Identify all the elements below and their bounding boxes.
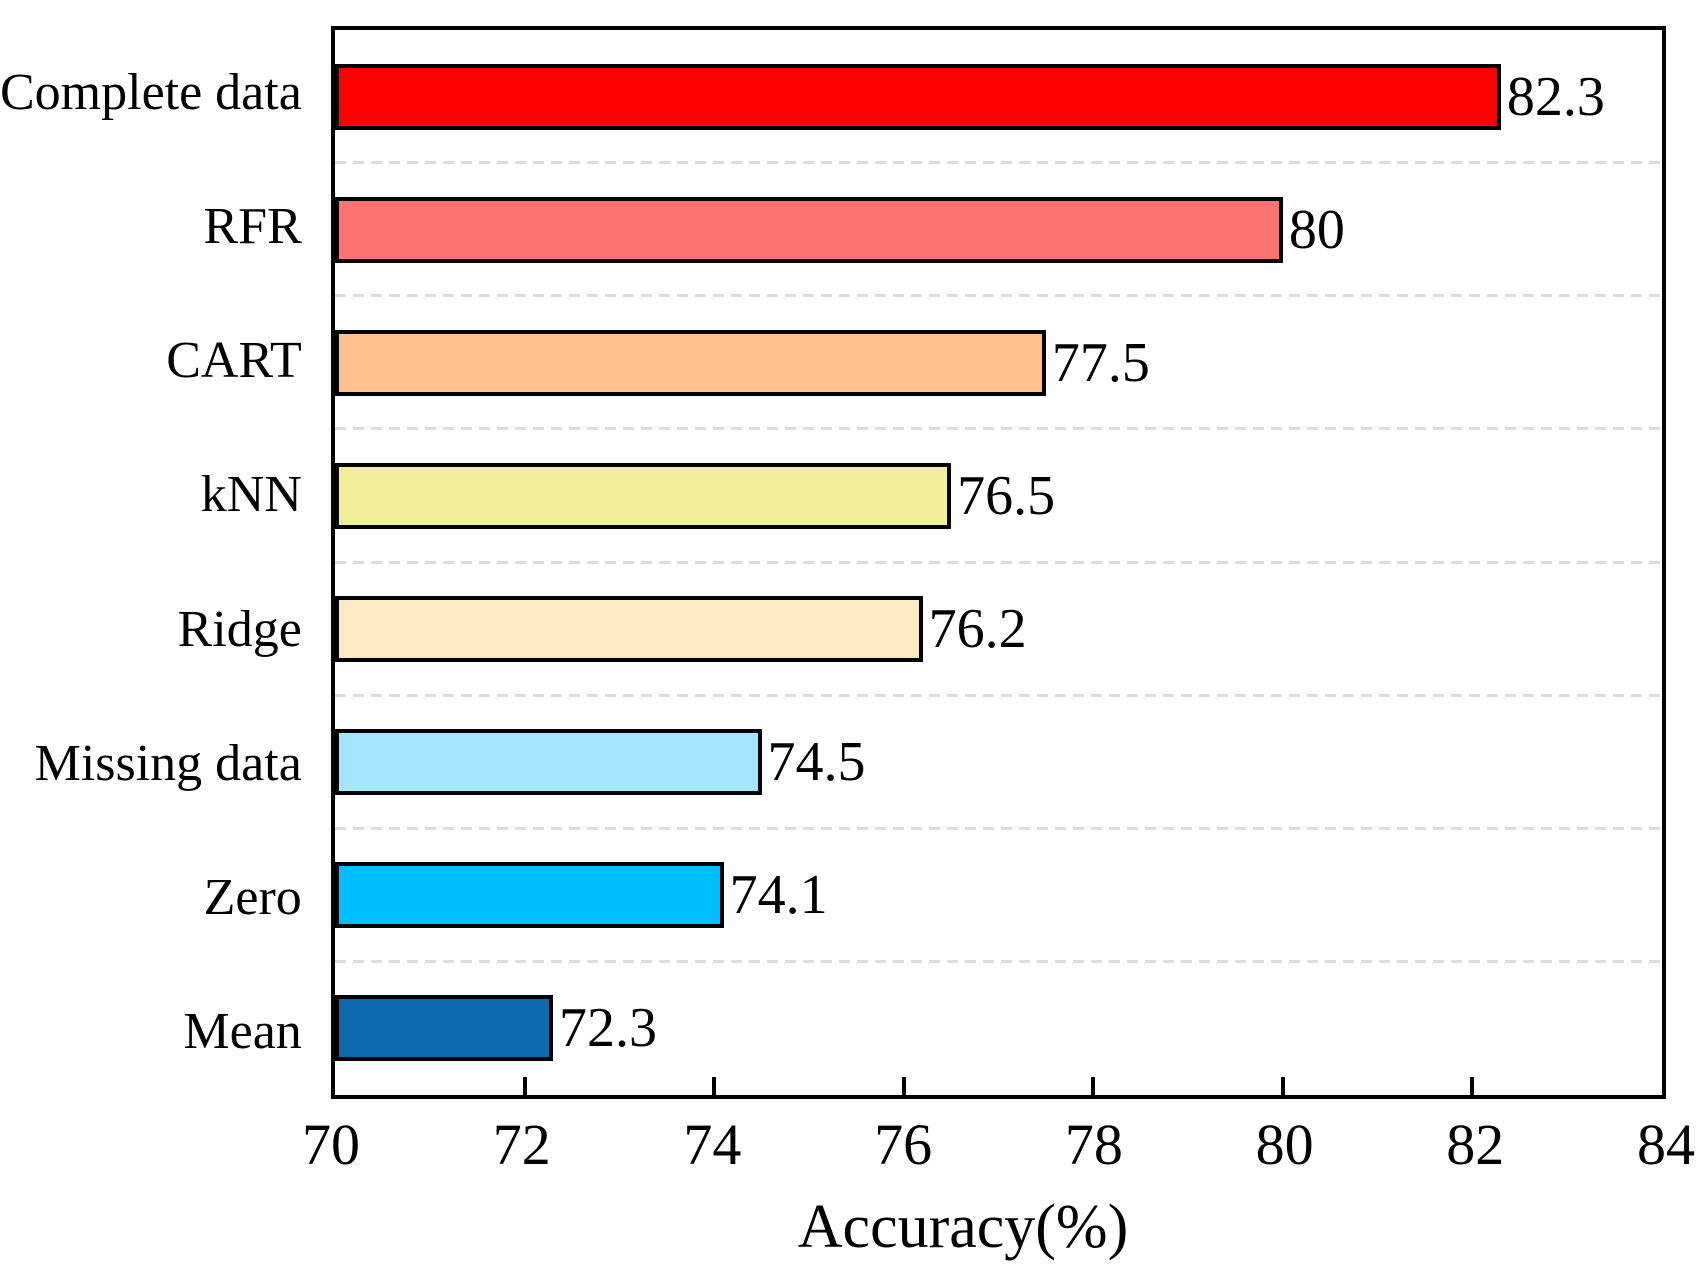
bar-row: 77.5 [335, 294, 1662, 429]
x-axis-title: Accuracy(%) [797, 1193, 1129, 1261]
bar [335, 596, 923, 663]
x-axis-tick-label: 70 [302, 1112, 360, 1177]
x-axis-tick-label: 74 [683, 1112, 742, 1177]
bar-row: 74.1 [335, 826, 1662, 962]
bar [335, 862, 724, 929]
category-label: Missing data [34, 734, 302, 792]
x-axis-tick [1280, 1077, 1285, 1095]
bar [335, 462, 952, 529]
x-axis-tick-label: 76 [874, 1112, 933, 1177]
bar-value-label: 77.5 [1051, 331, 1150, 394]
category-label: Mean [183, 1002, 302, 1060]
bar-value-label: 76.5 [957, 464, 1056, 527]
x-axis-tick [901, 1077, 906, 1095]
bar-row: 76.2 [335, 560, 1662, 696]
bar-rows: 82.3 80 77.5 76.5 76.2 74.5 74.1 72.3 [335, 30, 1662, 1095]
bar-row: 74.5 [335, 693, 1662, 829]
category-label: Zero [203, 868, 302, 926]
x-axis-tick-label: 80 [1255, 1112, 1314, 1177]
x-axis-tick [1091, 1077, 1096, 1095]
bar-row: 72.3 [335, 959, 1662, 1095]
x-axis-tick-label: 84 [1637, 1112, 1695, 1177]
x-axis-tick [522, 1077, 527, 1095]
bar-value-label: 80 [1288, 198, 1345, 261]
bar-row: 82.3 [335, 30, 1662, 163]
category-label: Complete data [0, 64, 302, 122]
category-label: kNN [200, 466, 302, 524]
x-axis-tick-label: 72 [492, 1112, 551, 1177]
bar-value-label: 76.2 [928, 598, 1027, 661]
bar [335, 995, 553, 1062]
x-axis-tick-label: 82 [1446, 1112, 1505, 1177]
category-label: CART [166, 332, 302, 390]
bar-value-label: 72.3 [559, 997, 657, 1060]
bar [335, 729, 762, 796]
bar [335, 63, 1501, 130]
bar-value-label: 74.5 [767, 731, 866, 794]
bar-row: 76.5 [335, 427, 1662, 562]
bar [335, 196, 1283, 263]
x-axis-tick [712, 1077, 717, 1095]
bar-value-label: 82.3 [1506, 65, 1605, 128]
category-axis: Complete data RFR CART kNN Ridge Missing data… [0, 26, 313, 1099]
bar-value-label: 74.1 [729, 864, 828, 927]
x-axis-tick-label: 78 [1064, 1112, 1123, 1177]
category-label: RFR [203, 198, 302, 256]
bar [335, 329, 1046, 396]
plot-area: 82.3 80 77.5 76.5 76.2 74.5 74.1 72.3 [331, 26, 1666, 1099]
bar-row: 80 [335, 161, 1662, 296]
x-axis-tick [1470, 1077, 1475, 1095]
category-label: Ridge [177, 600, 302, 658]
